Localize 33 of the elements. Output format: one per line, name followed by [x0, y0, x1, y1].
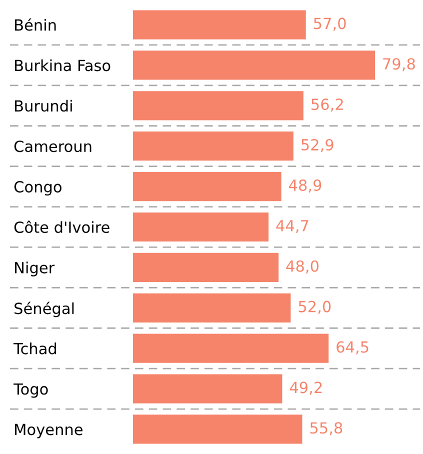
bar [133, 414, 302, 444]
bar [133, 374, 282, 404]
y-tick-label: Burkina Faso [15, 59, 110, 72]
bar [133, 132, 294, 161]
data-label: 56,2 [312, 98, 343, 112]
y-tick-label: Cameroun [14, 140, 92, 152]
bar [133, 334, 329, 363]
data-label: 44,7 [276, 220, 308, 233]
bar [133, 212, 269, 242]
y-tick-label: Tchad [14, 342, 56, 354]
data-label: 52,0 [298, 300, 331, 314]
y-tick-label: Moyenne [15, 424, 82, 438]
bar [133, 293, 291, 322]
y-tick-label: Bénin [15, 18, 56, 31]
bar [133, 252, 279, 282]
data-label: 55,8 [310, 422, 342, 436]
y-tick-label: Togo [14, 383, 48, 398]
y-tick-label: Sénégal [14, 302, 74, 318]
data-label: 48,9 [288, 179, 322, 193]
y-tick-label: Niger [15, 262, 55, 276]
y-tick-label: Congo [14, 181, 62, 196]
data-label: 49,2 [290, 382, 322, 395]
y-tick-label: Côte d'Ivoire [14, 220, 110, 234]
data-label: 64,5 [336, 341, 368, 354]
data-label: 52,9 [302, 138, 334, 152]
bar [133, 10, 306, 40]
bar [133, 50, 375, 80]
data-label: 48,0 [286, 260, 319, 274]
bar [133, 91, 304, 120]
y-tick-label: Burundi [15, 100, 72, 112]
data-label: 57,0 [314, 18, 346, 31]
data-label: 79,8 [383, 58, 415, 72]
bar [133, 172, 282, 202]
